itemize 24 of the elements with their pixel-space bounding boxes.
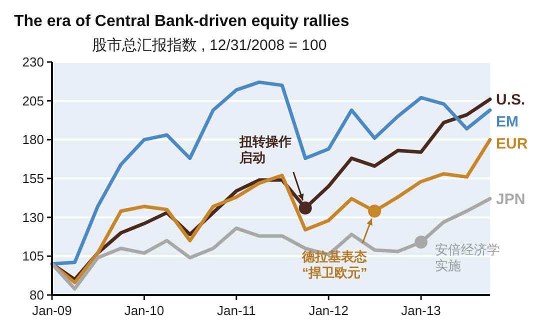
chart-subtitle: 股市总汇报指数 , 12/31/2008 = 100: [92, 37, 327, 54]
point: [414, 236, 428, 249]
x-tick-label: Jan-13: [401, 303, 441, 318]
series-label: JPN: [496, 190, 526, 208]
y-tick-label: 105: [22, 248, 44, 264]
point: [298, 202, 312, 215]
x-tick-label: Jan-12: [308, 303, 348, 318]
y-tick-label: 130: [22, 210, 44, 225]
series-label: EUR: [496, 136, 528, 153]
x-tick-label: Jan-11: [216, 303, 256, 318]
chart-title: The era of Central Bank-driven equity rallies: [14, 13, 350, 30]
y-tick-label: 205: [22, 93, 44, 108]
x-tick-label: Jan-09: [32, 303, 72, 318]
y-tick-label: 155: [22, 171, 44, 186]
annotation: 扭转操作启动: [238, 134, 292, 166]
series-label: U.S.: [496, 92, 526, 109]
annotation: 德拉基表态“捍卫欧元”: [301, 249, 368, 280]
y-tick-label: 180: [22, 132, 44, 148]
point: [368, 204, 382, 218]
x-tick-label: Jan-10: [124, 303, 164, 318]
y-tick-label: 80: [30, 288, 44, 303]
annotation: 安倍经济学实施: [435, 242, 500, 274]
y-tick-label: 230: [22, 54, 44, 70]
series-label: EM: [496, 114, 518, 131]
